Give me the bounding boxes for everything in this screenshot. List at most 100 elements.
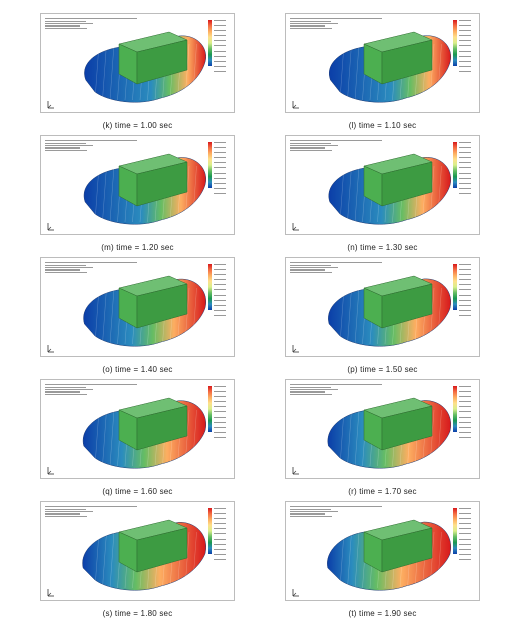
axis-triad-icon xyxy=(291,584,301,597)
legend-tick xyxy=(214,518,226,523)
legend-tick xyxy=(214,289,226,294)
legend-tick xyxy=(459,50,471,56)
legend-tick xyxy=(459,162,471,167)
axis-triad-icon xyxy=(46,218,56,231)
model-view xyxy=(314,144,464,232)
header-line-placeholder xyxy=(290,147,325,149)
mesh-line xyxy=(192,43,197,101)
mesh-line xyxy=(429,165,435,223)
legend-tick xyxy=(459,406,471,411)
simulation-model xyxy=(327,397,452,469)
legend-tick xyxy=(214,436,226,442)
simulation-model xyxy=(84,31,207,103)
legend-tick xyxy=(214,152,226,157)
legend-tick xyxy=(214,543,226,549)
mesh-line xyxy=(94,287,100,345)
panel-caption: (t) time = 1.90 sec xyxy=(348,609,417,618)
legend-tick xyxy=(459,294,471,300)
header-line-placeholder xyxy=(290,508,331,510)
legend-tick xyxy=(214,406,226,411)
structure-box-side xyxy=(381,283,433,329)
header-line-placeholder xyxy=(45,144,93,147)
header-line-placeholder xyxy=(290,513,325,515)
mesh-line xyxy=(354,43,360,101)
simulation-model xyxy=(83,153,207,225)
mesh-line xyxy=(109,531,115,589)
color-legend xyxy=(453,264,475,316)
header-line-placeholder xyxy=(290,393,332,395)
mesh-line xyxy=(94,531,100,589)
legend-tick xyxy=(214,60,226,66)
legend-tick xyxy=(214,55,226,61)
structure-box-side xyxy=(136,283,188,329)
model-view xyxy=(69,144,219,232)
legend-tick xyxy=(459,152,471,157)
header-line-placeholder xyxy=(45,515,87,517)
mesh-line xyxy=(184,409,190,467)
simulation-model xyxy=(82,519,207,591)
legend-color-bar xyxy=(453,386,457,432)
header-line-placeholder xyxy=(290,515,332,517)
mesh-line xyxy=(192,409,197,467)
panel-header-text xyxy=(290,505,430,518)
header-line-placeholder xyxy=(45,25,80,27)
panel-caption: (m) time = 1.20 sec xyxy=(101,243,174,252)
mesh-line xyxy=(429,531,435,589)
panel-caption: (l) time = 1.10 sec xyxy=(348,121,417,130)
simulation-model xyxy=(327,519,452,591)
legend-tick xyxy=(214,25,226,30)
color-legend xyxy=(208,508,230,560)
legend-tick xyxy=(459,147,471,152)
legend-tick xyxy=(214,40,226,45)
legend-ticks xyxy=(214,20,230,72)
header-line-placeholder xyxy=(290,18,382,20)
mesh-line xyxy=(347,165,352,223)
axis-triad-icon xyxy=(46,462,56,475)
mesh-line xyxy=(109,165,115,223)
axis-triad-icon xyxy=(46,584,56,597)
legend-tick xyxy=(459,25,471,30)
legend-tick xyxy=(459,396,471,401)
legend-tick xyxy=(214,35,226,40)
simulation-panel xyxy=(285,257,480,357)
legend-tick xyxy=(459,192,471,198)
mesh-line xyxy=(339,287,345,345)
legend-tick xyxy=(214,548,226,554)
header-line-placeholder xyxy=(290,510,338,513)
color-legend xyxy=(208,20,230,72)
legend-tick xyxy=(459,431,471,437)
mesh-line xyxy=(354,287,360,345)
simulation-model xyxy=(329,31,452,103)
header-line-placeholder xyxy=(290,384,382,386)
legend-ticks xyxy=(214,264,230,316)
header-line-placeholder xyxy=(45,266,93,269)
panel-header-text xyxy=(45,17,185,30)
structure-box-side xyxy=(381,161,433,207)
header-line-placeholder xyxy=(45,513,80,515)
legend-tick xyxy=(459,426,471,432)
legend-tick xyxy=(459,187,471,193)
panel-caption: (p) time = 1.50 sec xyxy=(347,365,418,374)
legend-tick xyxy=(459,279,471,284)
mesh-line xyxy=(354,165,360,223)
header-line-placeholder xyxy=(290,22,338,25)
header-line-placeholder xyxy=(290,144,338,147)
mesh-line xyxy=(184,531,190,589)
mesh-line xyxy=(339,409,345,467)
legend-tick xyxy=(459,20,471,25)
legend-ticks xyxy=(459,20,475,72)
panel-header-text xyxy=(45,139,185,152)
panel-caption: (r) time = 1.70 sec xyxy=(348,487,417,496)
mesh-line xyxy=(339,531,345,589)
structure-box-side xyxy=(136,405,188,451)
legend-tick xyxy=(459,177,471,183)
simulation-panel xyxy=(40,501,235,601)
panel-header-text xyxy=(290,383,430,396)
header-line-placeholder xyxy=(45,149,87,151)
header-line-placeholder xyxy=(290,506,382,508)
simulation-panel xyxy=(40,257,235,357)
legend-tick xyxy=(214,162,226,167)
legend-tick xyxy=(459,436,471,442)
panel-header-text xyxy=(290,261,430,274)
legend-tick xyxy=(459,182,471,188)
